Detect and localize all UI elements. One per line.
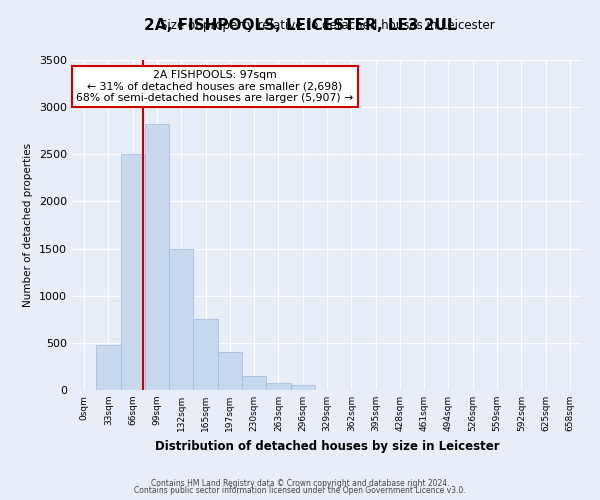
Title: Size of property relative to detached houses in Leicester: Size of property relative to detached ho… bbox=[160, 20, 494, 32]
Bar bbox=[242, 376, 266, 390]
Bar bbox=[145, 124, 169, 390]
Bar bbox=[96, 345, 121, 390]
Text: 2A, FISHPOOLS, LEICESTER, LE3 2UL: 2A, FISHPOOLS, LEICESTER, LE3 2UL bbox=[144, 18, 456, 32]
Bar bbox=[266, 383, 290, 390]
Text: Contains HM Land Registry data © Crown copyright and database right 2024.: Contains HM Land Registry data © Crown c… bbox=[151, 478, 449, 488]
Text: Contains public sector information licensed under the Open Government Licence v3: Contains public sector information licen… bbox=[134, 486, 466, 495]
X-axis label: Distribution of detached houses by size in Leicester: Distribution of detached houses by size … bbox=[155, 440, 499, 452]
Bar bbox=[121, 154, 145, 390]
Text: 2A FISHPOOLS: 97sqm
← 31% of detached houses are smaller (2,698)
68% of semi-det: 2A FISHPOOLS: 97sqm ← 31% of detached ho… bbox=[76, 70, 353, 103]
Bar bbox=[193, 320, 218, 390]
Y-axis label: Number of detached properties: Number of detached properties bbox=[23, 143, 34, 307]
Bar bbox=[169, 248, 193, 390]
Bar bbox=[218, 352, 242, 390]
Bar bbox=[290, 386, 315, 390]
